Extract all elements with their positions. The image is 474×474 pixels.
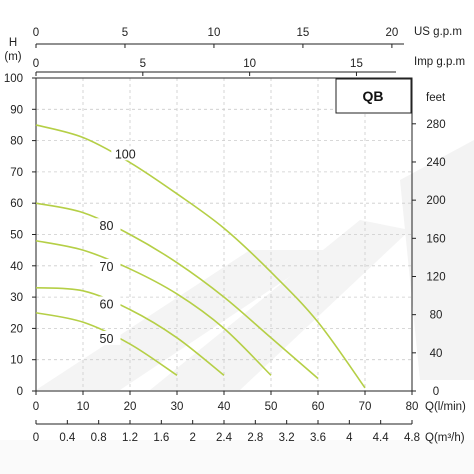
tick-label-us-gpm: 15 — [297, 27, 310, 39]
tick-label-q-m3h: 4.8 — [404, 432, 420, 444]
tick-label-q-m3h: 0 — [33, 432, 39, 444]
tick-label-q-lmin: 10 — [77, 401, 90, 413]
background-watermark — [0, 140, 474, 474]
tick-label-q-lmin: 80 — [406, 401, 419, 413]
head-feet-axis-label: feet — [426, 92, 446, 104]
tick-label-q-m3h: 2 — [189, 432, 195, 444]
curve-labels: 100 80 70 60 50 — [92, 146, 140, 346]
tick-label-q-lmin: 20 — [124, 401, 137, 413]
tick-label-q-m3h: 2.4 — [216, 432, 233, 444]
tick-label-head-feet: 120 — [426, 271, 445, 283]
imp-gpm-axis-label: Imp g.p.m — [414, 56, 465, 68]
tick-label-head-feet: 40 — [430, 348, 443, 360]
q-lmin-axis-label: Q(l/min) — [425, 401, 466, 413]
tick-label-head-m: 20 — [10, 323, 23, 335]
curve-60 — [35, 286, 225, 376]
us-gpm-axis-label: US g.p.m — [414, 26, 462, 38]
tick-label-head-m: 100 — [4, 73, 23, 85]
tick-label-q-lmin: 50 — [265, 401, 278, 413]
tick-label-head-m: 70 — [10, 167, 23, 179]
grid — [36, 78, 412, 391]
tick-label-head-m: 80 — [10, 136, 23, 148]
curve-label-bg — [92, 258, 121, 273]
tick-label-head-m: 0 — [17, 386, 23, 398]
curve-label-bg — [111, 146, 140, 161]
tick-label-head-feet: 200 — [426, 195, 445, 207]
tick-label-imp-gpm: 5 — [140, 58, 146, 70]
curve-label-70: 70 — [100, 260, 114, 274]
us-gpm-axis: 0 5 10 15 20 — [33, 27, 398, 48]
tick-label-head-feet: 160 — [426, 233, 445, 245]
tick-label-us-gpm: 20 — [385, 27, 398, 39]
q-m3h-axis: 0 0.4 0.8 1.2 1.6 2 2.4 2.8 3.2 3.6 4 4.4 4.8 — [33, 420, 420, 444]
tick-label-q-m3h: 1.6 — [153, 432, 169, 444]
head-m-axis: 0 10 20 30 40 50 60 70 80 90 100 — [4, 73, 36, 398]
tick-label-q-lmin: 40 — [218, 401, 231, 413]
tick-label-q-lmin: 70 — [359, 401, 372, 413]
curve-label-bg — [92, 330, 121, 345]
imp-gpm-axis: 0 5 10 15 — [33, 58, 363, 76]
tick-label-head-m: 40 — [10, 261, 23, 273]
head-m-axis-label: H (m) — [4, 37, 21, 63]
curve-100 — [35, 124, 366, 389]
tick-label-q-m3h: 4.4 — [373, 432, 390, 444]
tick-label-us-gpm: 10 — [208, 27, 221, 39]
curve-80 — [35, 202, 319, 380]
curve-label-80: 80 — [100, 219, 114, 233]
tick-label-head-feet: 280 — [426, 119, 445, 131]
tick-label-q-lmin: 0 — [33, 401, 39, 413]
tick-label-q-m3h: 4 — [346, 432, 353, 444]
tick-label-q-lmin: 30 — [171, 401, 184, 413]
tick-label-q-m3h: 1.2 — [122, 432, 138, 444]
tick-label-us-gpm: 5 — [122, 27, 128, 39]
series-badge: QB — [335, 78, 412, 114]
head-feet-axis: 0 40 80 120 160 200 240 280 — [412, 119, 446, 398]
tick-label-head-m: 50 — [10, 230, 23, 242]
tick-label-q-lmin: 60 — [312, 401, 325, 413]
tick-label-head-feet: 0 — [433, 386, 439, 398]
tick-label-head-m: 60 — [10, 198, 23, 210]
tick-label-imp-gpm: 15 — [350, 58, 363, 70]
tick-label-head-m: 10 — [10, 355, 23, 367]
q-m3h-axis-label: Q(m³/h) — [425, 432, 465, 444]
curve-label-50: 50 — [100, 332, 114, 346]
tick-label-q-m3h: 0.8 — [91, 432, 107, 444]
curve-label-bg — [92, 218, 121, 233]
tick-label-q-m3h: 0.4 — [59, 432, 76, 444]
tick-label-imp-gpm: 10 — [243, 58, 256, 70]
tick-label-head-feet: 80 — [430, 310, 443, 322]
tick-label-head-m: 90 — [10, 104, 23, 116]
tick-label-q-m3h: 2.8 — [247, 432, 263, 444]
curve-label-bg — [92, 296, 121, 311]
curve-label-100: 100 — [115, 147, 136, 161]
tick-label-q-m3h: 3.2 — [279, 432, 295, 444]
q-lmin-axis: 0 10 20 30 40 50 60 70 80 — [33, 391, 419, 413]
tick-label-head-m: 30 — [10, 292, 23, 304]
curve-70 — [35, 239, 272, 376]
tick-label-us-gpm: 0 — [33, 27, 39, 39]
tick-label-head-feet: 240 — [426, 157, 445, 169]
curve-label-60: 60 — [100, 297, 114, 311]
tick-label-q-m3h: 3.6 — [310, 432, 326, 444]
tick-label-imp-gpm: 0 — [33, 58, 39, 70]
badge-text: QB — [363, 88, 384, 104]
